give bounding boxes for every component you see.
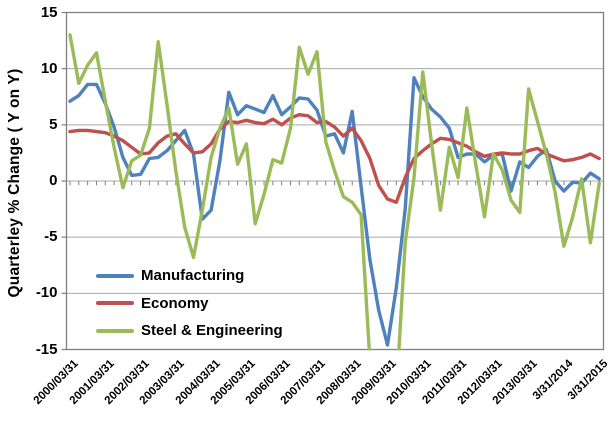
series-line-manufacturing xyxy=(68,75,601,347)
legend: Manufacturing Economy Steel & Engineerin… xyxy=(96,262,283,345)
y-tick-label: 0 xyxy=(49,172,58,189)
legend-swatch-manufacturing xyxy=(96,273,134,278)
plot-border xyxy=(65,11,605,351)
legend-swatch-economy xyxy=(96,301,134,306)
y-tick-label: -5 xyxy=(44,228,58,246)
legend-swatch-steel-engineering xyxy=(96,328,134,333)
y-tick-label: 5 xyxy=(49,115,58,133)
legend-label-steel-engineering: Steel & Engineering xyxy=(141,322,283,340)
legend-item-manufacturing: Manufacturing xyxy=(96,262,283,290)
y-tick-label: -10 xyxy=(35,284,58,302)
y-tick-label: 15 xyxy=(40,3,58,21)
y-tick-label: 10 xyxy=(40,59,58,77)
series-line-steel-engineering xyxy=(68,33,601,351)
series-line-economy xyxy=(68,112,601,205)
legend-label-manufacturing: Manufacturing xyxy=(141,267,245,285)
legend-item-economy: Economy xyxy=(96,290,283,318)
y-tick-label: -15 xyxy=(35,340,58,358)
legend-item-steel-engineering: Steel & Engineering xyxy=(96,317,283,345)
legend-label-economy: Economy xyxy=(141,294,209,312)
